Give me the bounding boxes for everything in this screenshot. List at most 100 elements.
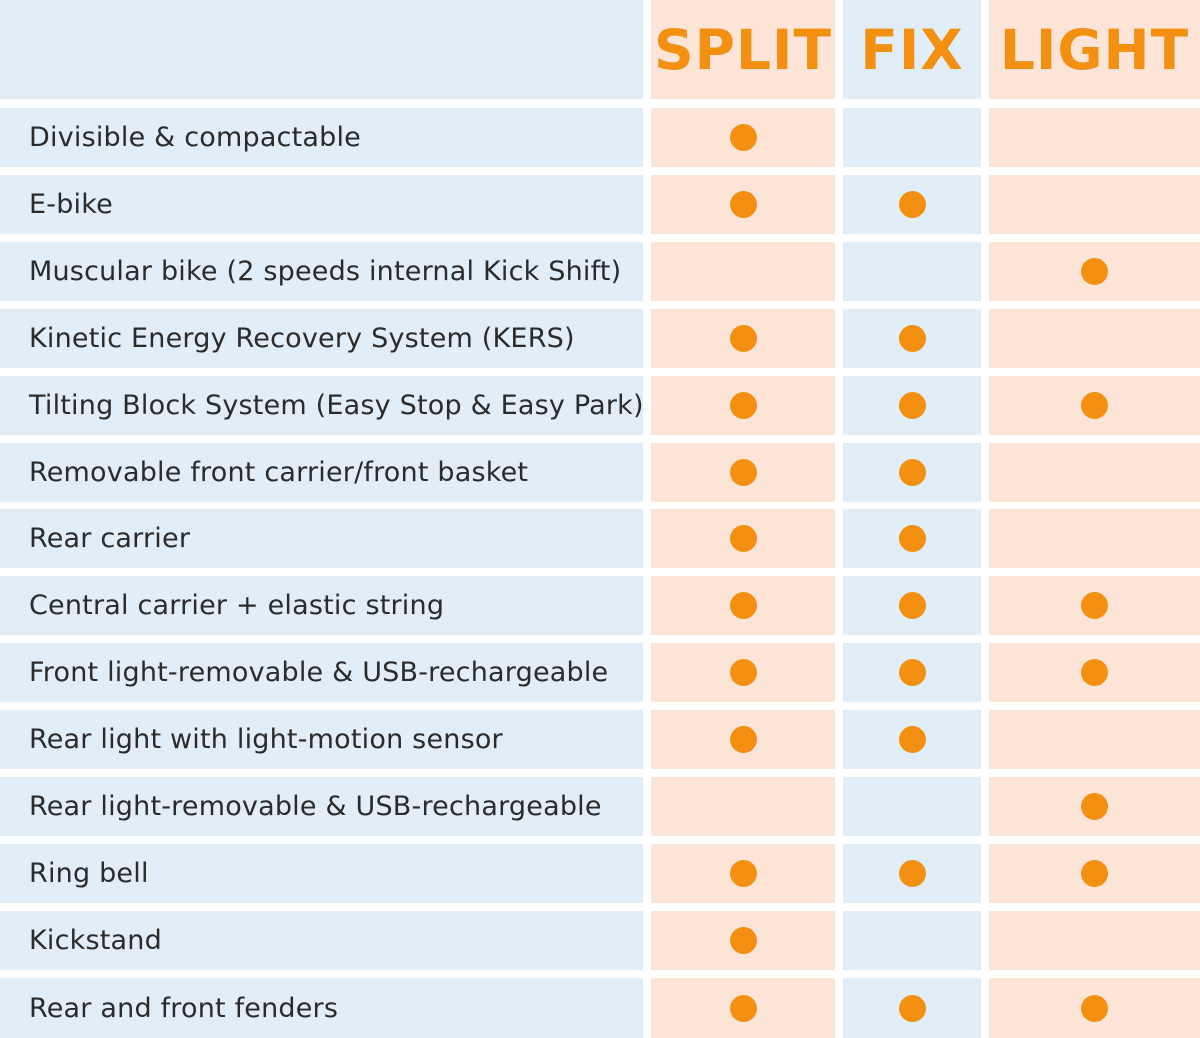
feature-cell-light <box>989 376 1200 435</box>
feature-cell-fix <box>843 777 981 836</box>
feature-cell-light <box>989 576 1200 635</box>
feature-cell-fix <box>843 509 981 568</box>
feature-cell-split <box>651 175 835 234</box>
feature-included-dot-icon <box>729 860 757 887</box>
feature-label: Kinetic Energy Recovery System (KERS) <box>29 323 575 354</box>
feature-cell-light <box>989 108 1200 167</box>
feature-included-dot-icon <box>729 459 757 486</box>
feature-included-dot-icon <box>729 927 757 954</box>
feature-included-dot-icon <box>898 726 926 753</box>
feature-included-dot-icon <box>729 726 757 753</box>
feature-label: Tilting Block System (Easy Stop & Easy P… <box>29 390 644 421</box>
feature-cell-split <box>651 376 835 435</box>
feature-cell-light <box>989 242 1200 301</box>
feature-included-dot-icon <box>898 392 926 419</box>
feature-included-dot-icon <box>898 191 926 218</box>
feature-included-dot-icon <box>898 592 926 619</box>
feature-cell-fix <box>843 309 981 368</box>
table-row-label: Kinetic Energy Recovery System (KERS) <box>0 309 643 368</box>
feature-included-dot-icon <box>1081 592 1108 619</box>
feature-cell-split <box>651 777 835 836</box>
feature-included-dot-icon <box>898 325 926 352</box>
table-row-label: Removable front carrier/front basket <box>0 443 643 502</box>
feature-label: Central carrier + elastic string <box>29 590 445 621</box>
feature-included-dot-icon <box>729 592 757 619</box>
table-row-label: Kickstand <box>0 911 643 970</box>
feature-cell-light <box>989 777 1200 836</box>
table-row-label: Ring bell <box>0 844 643 903</box>
feature-cell-light <box>989 175 1200 234</box>
feature-label: Front light-removable & USB-rechargeable <box>29 657 609 688</box>
feature-included-dot-icon <box>1081 860 1108 887</box>
feature-cell-light <box>989 443 1200 502</box>
table-row-label: Rear light with light-motion sensor <box>0 710 643 769</box>
feature-cell-split <box>651 576 835 635</box>
feature-cell-light <box>989 509 1200 568</box>
column-header-fix: FIX <box>843 0 981 99</box>
feature-label: Rear light-removable & USB-rechargeable <box>29 791 602 822</box>
feature-included-dot-icon <box>1081 258 1108 285</box>
feature-cell-fix <box>843 911 981 970</box>
feature-cell-fix <box>843 175 981 234</box>
feature-label: Divisible & compactable <box>29 122 361 153</box>
feature-cell-fix <box>843 108 981 167</box>
table-row-label: Rear carrier <box>0 509 643 568</box>
table-row-label: Central carrier + elastic string <box>0 576 643 635</box>
feature-cell-fix <box>843 978 981 1038</box>
feature-included-dot-icon <box>898 994 926 1022</box>
table-row-label: Tilting Block System (Easy Stop & Easy P… <box>0 376 644 435</box>
feature-cell-light <box>989 844 1200 903</box>
feature-label: Kickstand <box>29 925 162 956</box>
feature-cell-light <box>989 643 1200 702</box>
feature-cell-split <box>651 643 835 702</box>
feature-cell-split <box>651 509 835 568</box>
feature-cell-split <box>651 443 835 502</box>
feature-included-dot-icon <box>729 994 757 1022</box>
feature-label: Ring bell <box>29 858 149 889</box>
feature-cell-split <box>651 911 835 970</box>
feature-cell-split <box>651 978 835 1038</box>
feature-included-dot-icon <box>898 459 926 486</box>
feature-included-dot-icon <box>898 659 926 686</box>
feature-label: Rear light with light-motion sensor <box>29 724 503 755</box>
feature-cell-light <box>989 309 1200 368</box>
feature-cell-split <box>651 844 835 903</box>
feature-included-dot-icon <box>1081 793 1108 820</box>
feature-included-dot-icon <box>898 525 926 552</box>
feature-included-dot-icon <box>729 392 757 419</box>
feature-label: Removable front carrier/front basket <box>29 457 529 488</box>
feature-cell-split <box>651 309 835 368</box>
feature-cell-fix <box>843 376 981 435</box>
table-row-label: E-bike <box>0 175 643 234</box>
table-row-label: Rear light-removable & USB-rechargeable <box>0 777 643 836</box>
feature-cell-fix <box>843 576 981 635</box>
table-row-label: Divisible & compactable <box>0 108 643 167</box>
column-header-split: SPLIT <box>651 0 835 99</box>
feature-label: Rear carrier <box>29 523 191 554</box>
header-blank-cell <box>0 0 643 99</box>
feature-cell-light <box>989 978 1200 1038</box>
feature-included-dot-icon <box>729 525 757 552</box>
feature-cell-fix <box>843 710 981 769</box>
feature-cell-split <box>651 710 835 769</box>
feature-included-dot-icon <box>1081 994 1108 1022</box>
feature-included-dot-icon <box>729 325 757 352</box>
column-header-fix-label: FIX <box>860 17 964 82</box>
column-header-light: LIGHT <box>989 0 1200 99</box>
feature-cell-fix <box>843 443 981 502</box>
feature-included-dot-icon <box>729 659 757 686</box>
feature-label: Muscular bike (2 speeds internal Kick Sh… <box>29 256 622 287</box>
feature-included-dot-icon <box>898 860 926 887</box>
feature-cell-light <box>989 911 1200 970</box>
feature-label: Rear and front fenders <box>29 992 339 1024</box>
feature-included-dot-icon <box>729 124 757 151</box>
feature-included-dot-icon <box>1081 659 1108 686</box>
feature-included-dot-icon <box>1081 392 1108 419</box>
feature-cell-fix <box>843 643 981 702</box>
table-row-label: Front light-removable & USB-rechargeable <box>0 643 643 702</box>
feature-cell-fix <box>843 242 981 301</box>
table-row-label: Rear and front fenders <box>0 978 643 1038</box>
feature-included-dot-icon <box>729 191 757 218</box>
feature-cell-split <box>651 242 835 301</box>
